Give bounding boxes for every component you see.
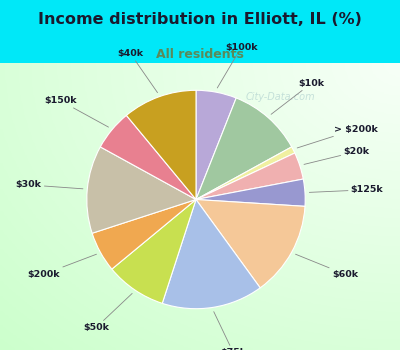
Text: $30k: $30k xyxy=(16,180,83,189)
Wedge shape xyxy=(87,147,196,233)
Text: All residents: All residents xyxy=(156,48,244,61)
Text: $75k: $75k xyxy=(214,312,246,350)
Text: $125k: $125k xyxy=(309,185,384,194)
Wedge shape xyxy=(196,153,303,199)
Text: City-Data.com: City-Data.com xyxy=(245,92,315,103)
Text: $60k: $60k xyxy=(296,254,358,279)
Wedge shape xyxy=(92,199,196,269)
Text: $100k: $100k xyxy=(217,43,258,88)
Wedge shape xyxy=(126,90,196,199)
Text: $50k: $50k xyxy=(83,293,132,332)
Wedge shape xyxy=(196,179,305,206)
Wedge shape xyxy=(196,147,295,200)
Wedge shape xyxy=(162,199,260,309)
Text: $200k: $200k xyxy=(28,254,96,279)
Wedge shape xyxy=(100,116,196,199)
Wedge shape xyxy=(196,90,236,199)
Text: $10k: $10k xyxy=(271,79,325,114)
Text: > $200k: > $200k xyxy=(297,125,378,148)
Wedge shape xyxy=(112,199,196,303)
Text: Income distribution in Elliott, IL (%): Income distribution in Elliott, IL (%) xyxy=(38,12,362,27)
Text: $40k: $40k xyxy=(117,49,158,93)
Wedge shape xyxy=(196,199,305,288)
Wedge shape xyxy=(196,98,292,200)
Text: $20k: $20k xyxy=(304,147,370,164)
Text: $150k: $150k xyxy=(44,96,108,127)
